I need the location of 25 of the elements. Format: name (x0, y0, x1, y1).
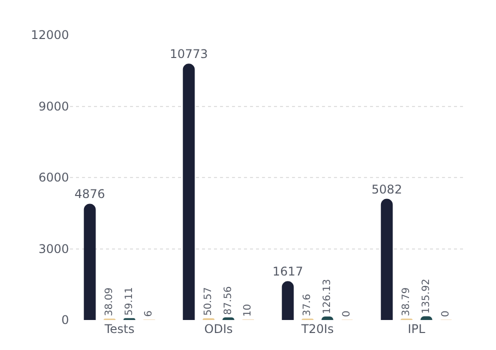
data-label: 0 (342, 310, 353, 317)
x-tick-label: T20Is (300, 322, 334, 336)
data-label: 59.11 (124, 286, 135, 316)
y-tick-label: 12000 (30, 28, 69, 42)
data-label: 50.57 (203, 287, 214, 316)
data-label: 4876 (74, 187, 106, 202)
x-tick-label: IPL (408, 322, 426, 336)
data-label: 37.6 (302, 294, 314, 316)
data-label: 126.13 (322, 279, 333, 314)
data-label: 135.92 (420, 278, 432, 314)
y-tick-label: 3000 (38, 242, 69, 256)
data-label: 10773 (170, 47, 208, 62)
data-label: 38.79 (401, 287, 412, 316)
data-label: 10 (242, 304, 254, 317)
data-label: 87.56 (222, 286, 234, 315)
y-tick-label: 9000 (38, 99, 69, 114)
y-tick-label: 0 (61, 313, 69, 328)
x-tick-label: Tests (104, 322, 134, 336)
data-label: 0 (440, 310, 452, 317)
data-label: 5082 (372, 182, 402, 196)
data-label: 38.09 (104, 287, 116, 316)
data-label: 6 (144, 310, 155, 317)
data-label: 1617 (272, 264, 304, 279)
x-tick-label: ODIs (204, 322, 233, 336)
y-tick-label: 6000 (38, 170, 69, 185)
